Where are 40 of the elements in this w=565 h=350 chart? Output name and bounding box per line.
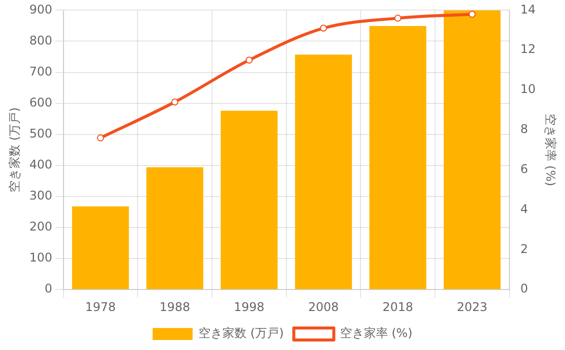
bar [72, 206, 129, 290]
y2-tick-label: 0 [520, 282, 528, 296]
y2-tick-label: 8 [520, 122, 528, 136]
y-tick-label: 400 [29, 158, 52, 172]
bar [295, 54, 352, 290]
y-tick-label: 0 [44, 282, 52, 296]
y2-tick-label: 2 [520, 242, 528, 256]
y2-tick-label: 12 [520, 42, 536, 56]
y-tick-label: 900 [29, 2, 52, 16]
legend-label: 空き家数 (万戸) [198, 326, 284, 340]
y-tick-label: 600 [29, 95, 52, 110]
y2-tick-label: 6 [520, 162, 528, 176]
y-axis-title: 空き家数 (万戸) [7, 107, 22, 192]
bar [146, 167, 204, 290]
x-tick-label: 1998 [234, 300, 264, 314]
point [246, 56, 253, 64]
y2-tick-label: 4 [520, 202, 528, 216]
point [171, 98, 178, 106]
y-tick-label: 500 [29, 126, 52, 141]
point [96, 134, 104, 142]
y-tick-label: 700 [29, 64, 52, 78]
bar [444, 10, 501, 290]
x-tick-label: 1978 [85, 300, 116, 314]
x-tick-label: 2018 [382, 300, 414, 314]
bar [369, 26, 426, 290]
x-tick-label: 2008 [308, 300, 339, 314]
x-tick-label: 2023 [456, 300, 488, 314]
y-tick-label: 100 [29, 250, 52, 265]
y-tick-label: 300 [29, 188, 52, 203]
y2-axis-title: 空き家率 (%) [544, 114, 558, 186]
y-tick-label: 200 [29, 220, 52, 234]
point [468, 10, 476, 18]
point [320, 24, 327, 32]
y-tick-label: 800 [29, 33, 52, 48]
x-tick-label: 1988 [160, 300, 190, 314]
y2-tick-label: 10 [520, 82, 536, 96]
legend-label: 空き家率 (%) [340, 326, 412, 340]
bar [220, 110, 278, 290]
point [394, 14, 402, 22]
y2-tick-label: 14 [520, 2, 536, 16]
